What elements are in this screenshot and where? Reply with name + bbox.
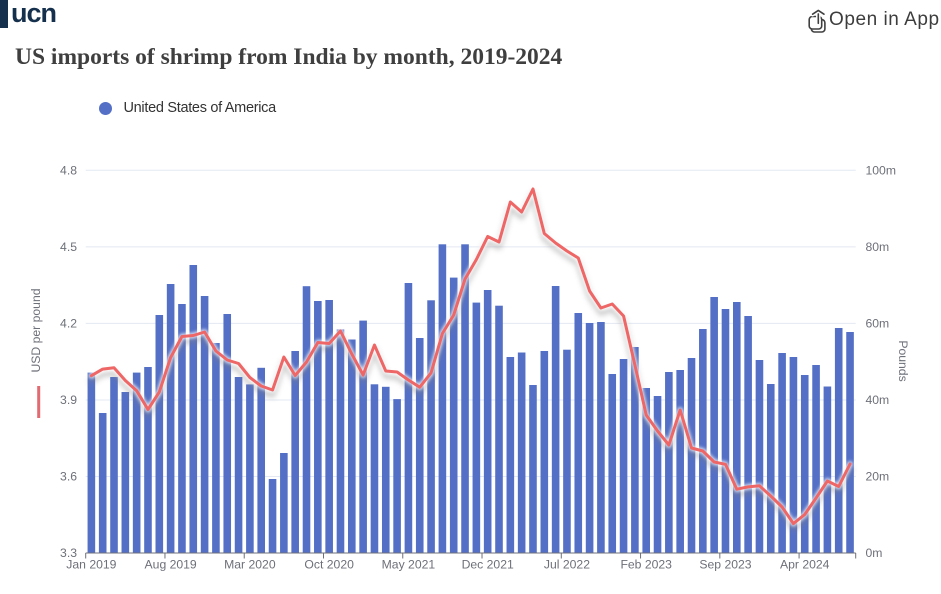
svg-text:40m: 40m [866, 393, 890, 407]
svg-text:Pounds: Pounds [896, 340, 910, 381]
svg-text:4.8: 4.8 [60, 164, 77, 178]
svg-text:20m: 20m [866, 470, 890, 484]
svg-text:Jan 2019: Jan 2019 [66, 558, 116, 572]
svg-text:Sep 2023: Sep 2023 [699, 558, 751, 572]
svg-text:Aug 2019: Aug 2019 [145, 558, 197, 572]
svg-text:Dec 2021: Dec 2021 [462, 558, 514, 572]
svg-text:Feb 2023: Feb 2023 [620, 558, 672, 572]
svg-text:80m: 80m [866, 240, 890, 254]
svg-text:4.5: 4.5 [60, 240, 77, 254]
svg-text:3.3: 3.3 [60, 546, 77, 560]
svg-text:4.2: 4.2 [60, 317, 77, 331]
svg-text:May 2021: May 2021 [382, 558, 436, 572]
svg-text:USD per pound: USD per pound [29, 288, 43, 372]
svg-text:100m: 100m [866, 164, 897, 178]
svg-text:Oct 2020: Oct 2020 [304, 558, 354, 572]
svg-text:60m: 60m [866, 317, 890, 331]
svg-text:0m: 0m [866, 546, 883, 560]
svg-text:Apr 2024: Apr 2024 [780, 558, 830, 572]
svg-text:Mar 2020: Mar 2020 [224, 558, 276, 572]
svg-text:3.9: 3.9 [60, 393, 77, 407]
svg-text:3.6: 3.6 [60, 470, 77, 484]
svg-text:Jul 2022: Jul 2022 [544, 558, 590, 572]
